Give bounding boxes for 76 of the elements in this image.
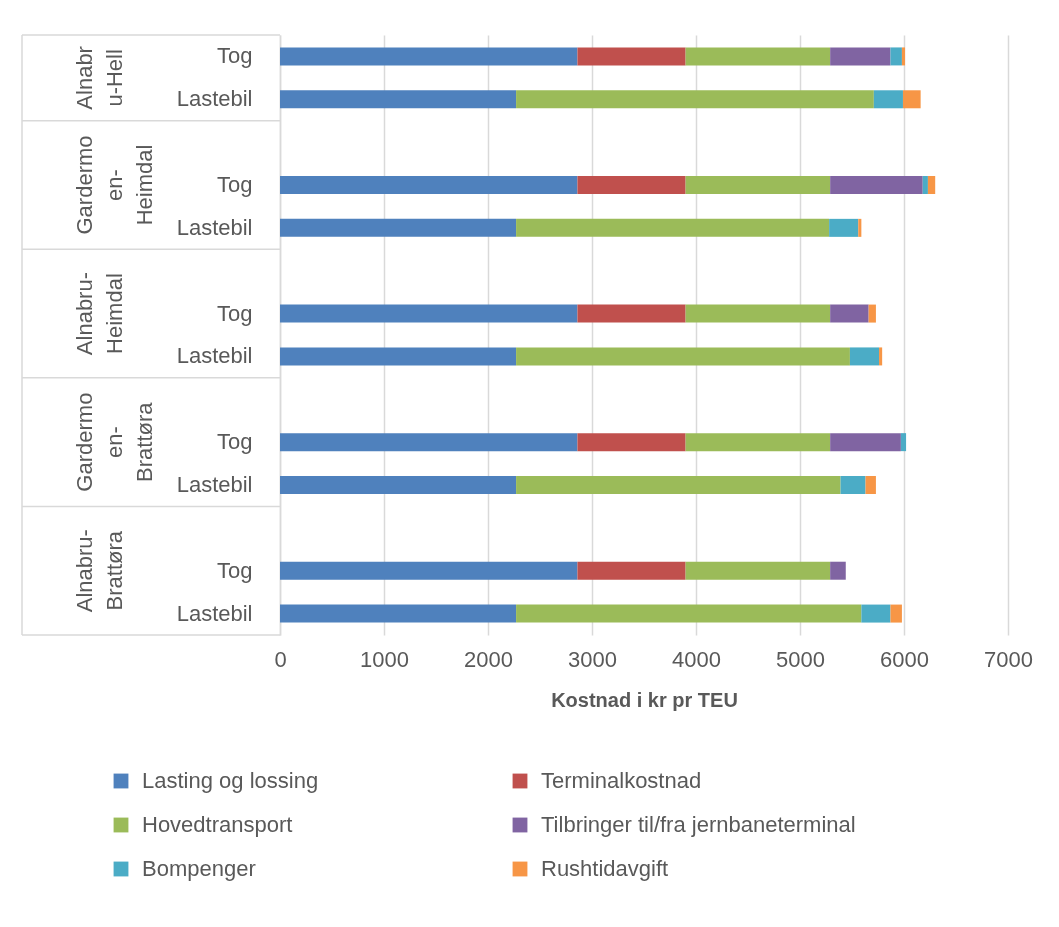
bar (927, 176, 936, 194)
bar (922, 176, 928, 194)
y-tick-label: Tog (217, 43, 253, 69)
bar (901, 47, 906, 66)
bar (685, 47, 831, 66)
x-tick-label: 2000 (464, 646, 513, 672)
bar (840, 476, 866, 494)
x-tick-label: 4000 (672, 646, 721, 672)
bar (280, 604, 517, 623)
text: Gardermoen-Brattøra (72, 392, 157, 492)
x-tick-label: 1000 (360, 646, 409, 672)
bar (280, 90, 517, 109)
y-tick-label: Tog (217, 172, 253, 197)
bar (890, 604, 902, 623)
legend-label: Terminalkostnad (541, 768, 702, 793)
bar (280, 304, 578, 323)
bar (280, 176, 578, 194)
bar (280, 218, 517, 237)
y-tick-label: Lastebil (176, 472, 253, 497)
bar (830, 47, 891, 66)
bar (830, 176, 923, 194)
bar (516, 604, 862, 623)
x-tick-label: 0 (274, 646, 287, 672)
bar (685, 176, 831, 194)
bar (830, 561, 846, 580)
bar (685, 561, 831, 580)
legend-label: Lasting og lossing (142, 768, 319, 793)
bar (830, 304, 869, 323)
bar (890, 47, 902, 66)
bar (516, 476, 841, 494)
bar (280, 347, 517, 366)
x-tick-label: 5000 (776, 646, 825, 672)
bar (849, 347, 880, 366)
text: Gardermoen-Heimdal (72, 135, 157, 235)
bar (900, 433, 907, 452)
x-tick-label: 6000 (880, 646, 929, 672)
bar (516, 90, 874, 109)
bar (577, 47, 686, 66)
x-tick-label: 7000 (984, 646, 1033, 672)
y-tick-label: Lastebil (176, 343, 253, 369)
legend-label: Bompenger (142, 856, 256, 881)
bar (829, 218, 859, 237)
y-tick-label: Lastebil (176, 600, 253, 626)
x-axis-title: Kostnad i kr pr TEU (551, 688, 738, 711)
bar (902, 90, 921, 109)
y-tick-label: Lastebil (176, 214, 253, 240)
text: Alnabru-Hell (72, 46, 127, 110)
bar (577, 304, 686, 323)
legend-label: Hovedtransport (142, 812, 293, 837)
bar (577, 433, 686, 452)
bar (861, 604, 891, 623)
bar (280, 433, 578, 452)
y-tick-label: Lastebil (176, 86, 253, 112)
bar (280, 47, 578, 66)
y-tick-label: Tog (217, 300, 253, 326)
bar (685, 304, 831, 323)
bar (830, 433, 901, 452)
bar (868, 304, 876, 323)
bar (577, 561, 686, 580)
bar (858, 218, 862, 237)
x-tick-label: 3000 (568, 646, 617, 672)
bar (873, 90, 903, 109)
y-tick-label: Tog (217, 557, 253, 583)
bar (577, 176, 686, 194)
bar (280, 476, 517, 494)
bar (280, 561, 578, 580)
legend-label: Tilbringer til/fra jernbaneterminal (541, 812, 856, 837)
text: Alnabru-Brattøra (72, 529, 127, 613)
bar (516, 347, 850, 366)
bar (879, 347, 883, 366)
legend-label: Rushtidavgift (541, 856, 669, 881)
y-tick-label: Tog (217, 429, 253, 455)
bar (516, 218, 830, 237)
text: Alnabru-Heimdal (72, 271, 127, 356)
bar (685, 433, 831, 452)
bar (865, 476, 876, 494)
